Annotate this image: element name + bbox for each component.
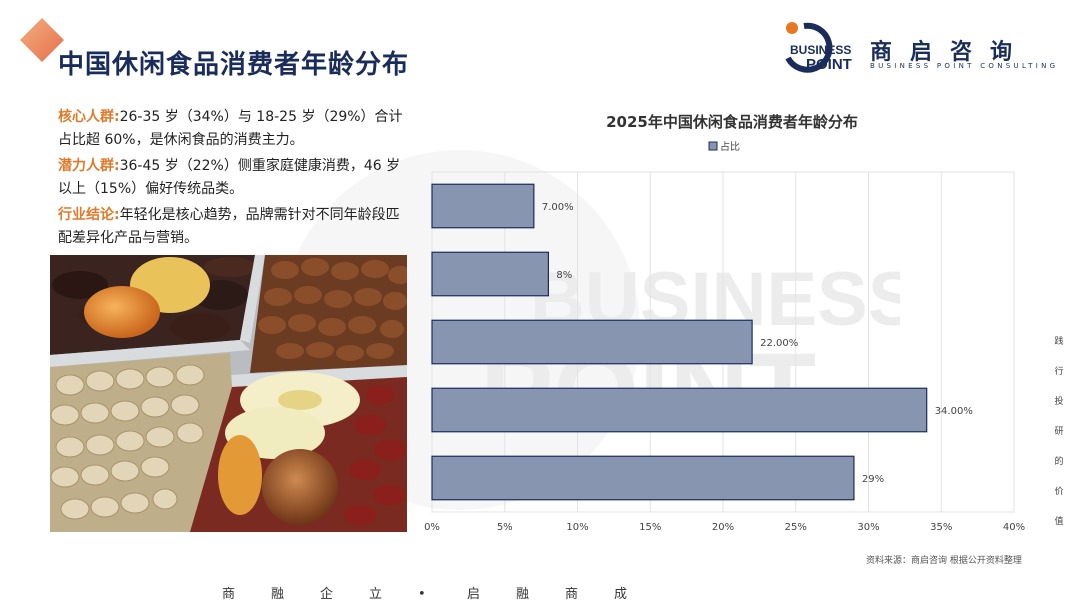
bar bbox=[431, 183, 535, 229]
bar bbox=[431, 319, 753, 365]
summary-item-conclusion: 行业结论:年轻化是核心趋势，品牌需针对不同年龄段匹配差异化产品与营销。 bbox=[58, 204, 408, 250]
x-tick-label: 25% bbox=[785, 522, 807, 533]
corner-decoration bbox=[20, 18, 64, 62]
bottom-slogan-char: 商 bbox=[565, 587, 579, 602]
summary-body: 36-45 岁（22%）侧重家庭健康消费，46 岁以上（15%）偏好传统品类。 bbox=[58, 158, 401, 197]
dried-fruit-nuts-photo bbox=[50, 255, 407, 532]
bottom-slogan-char: 融 bbox=[516, 587, 530, 602]
x-tick-label: 40% bbox=[1003, 522, 1025, 533]
bar bbox=[431, 387, 928, 433]
bottom-slogan-char: 启 bbox=[467, 587, 481, 602]
side-slogan: 践行投研的价值 bbox=[1052, 338, 1066, 548]
side-slogan-char: 践 bbox=[1054, 337, 1064, 347]
side-slogan-char: 投 bbox=[1054, 397, 1064, 407]
x-tick-label: 0% bbox=[424, 522, 440, 533]
summary-key: 行业结论: bbox=[58, 207, 120, 223]
x-tick-label: 30% bbox=[857, 522, 879, 533]
summary-item-potential: 潜力人群:36-45 岁（22%）侧重家庭健康消费，46 岁以上（15%）偏好传… bbox=[58, 155, 408, 201]
logo-word-business: BUSINESS bbox=[790, 43, 851, 57]
summary-text: 核心人群:26-35 岁（34%）与 18-25 岁（29%）合计占比超 60%… bbox=[58, 106, 408, 253]
bar bbox=[431, 455, 855, 501]
logo-en-text: BUSINESS POINT CONSULTING bbox=[870, 62, 1059, 70]
legend-swatch bbox=[708, 141, 718, 151]
legend-label: 占比 bbox=[720, 140, 740, 153]
chart-title: 2025年中国休闲食品消费者年龄分布 bbox=[606, 113, 858, 131]
bar-value-label: 34.00% bbox=[935, 406, 973, 417]
side-slogan-char: 的 bbox=[1054, 457, 1064, 467]
summary-key: 潜力人群: bbox=[58, 158, 120, 174]
summary-body: 年轻化是核心趋势，品牌需针对不同年龄段匹配差异化产品与营销。 bbox=[58, 207, 400, 246]
brand-logo: BUSINESS POINT 商启咨询 BUSINESS POINT CONSU… bbox=[780, 18, 1070, 74]
side-slogan-char: 研 bbox=[1054, 427, 1064, 437]
page-title: 中国休闲食品消费者年龄分布 bbox=[58, 50, 410, 80]
bottom-slogan-char: 商 bbox=[222, 587, 236, 602]
side-slogan-char: 值 bbox=[1054, 517, 1064, 527]
bottom-slogan-char: 企 bbox=[320, 587, 334, 602]
bottom-slogan: 商 融 企 立 • 启 融 商 成 bbox=[222, 583, 663, 602]
side-slogan-char: 行 bbox=[1054, 367, 1064, 377]
age-distribution-chart: 2025年中国休闲食品消费者年龄分布 占比 7.00% 8% 22.00% 34.00… bbox=[424, 113, 1025, 533]
x-tick-label: 5% bbox=[497, 522, 513, 533]
bottom-slogan-char: 立 bbox=[369, 587, 383, 602]
x-tick-label: 15% bbox=[639, 522, 661, 533]
bottom-slogan-char: 成 bbox=[614, 587, 628, 602]
summary-key: 核心人群: bbox=[58, 109, 120, 125]
summary-item-core: 核心人群:26-35 岁（34%）与 18-25 岁（29%）合计占比超 60%… bbox=[58, 106, 408, 152]
bottom-slogan-char: • bbox=[418, 587, 426, 602]
bar-value-label: 22.00% bbox=[760, 338, 798, 349]
x-tick-label: 35% bbox=[930, 522, 952, 533]
side-slogan-char: 价 bbox=[1054, 487, 1064, 497]
bar-value-label: 8% bbox=[556, 270, 572, 281]
bar-value-label: 29% bbox=[862, 474, 884, 485]
summary-body: 26-35 岁（34%）与 18-25 岁（29%）合计占比超 60%，是休闲食… bbox=[58, 109, 403, 148]
bottom-slogan-char: 融 bbox=[271, 587, 285, 602]
source-note: 资料来源：商启咨询 根据公开资料整理 bbox=[866, 556, 1022, 566]
bar bbox=[431, 251, 550, 297]
bar-value-label: 7.00% bbox=[542, 202, 574, 213]
x-tick-label: 20% bbox=[712, 522, 734, 533]
logo-mark-icon: BUSINESS POINT bbox=[785, 22, 852, 73]
logo-cn-text: 商启咨询 bbox=[870, 40, 1031, 65]
logo-word-point: POINT bbox=[806, 56, 852, 73]
x-tick-label: 10% bbox=[566, 522, 588, 533]
